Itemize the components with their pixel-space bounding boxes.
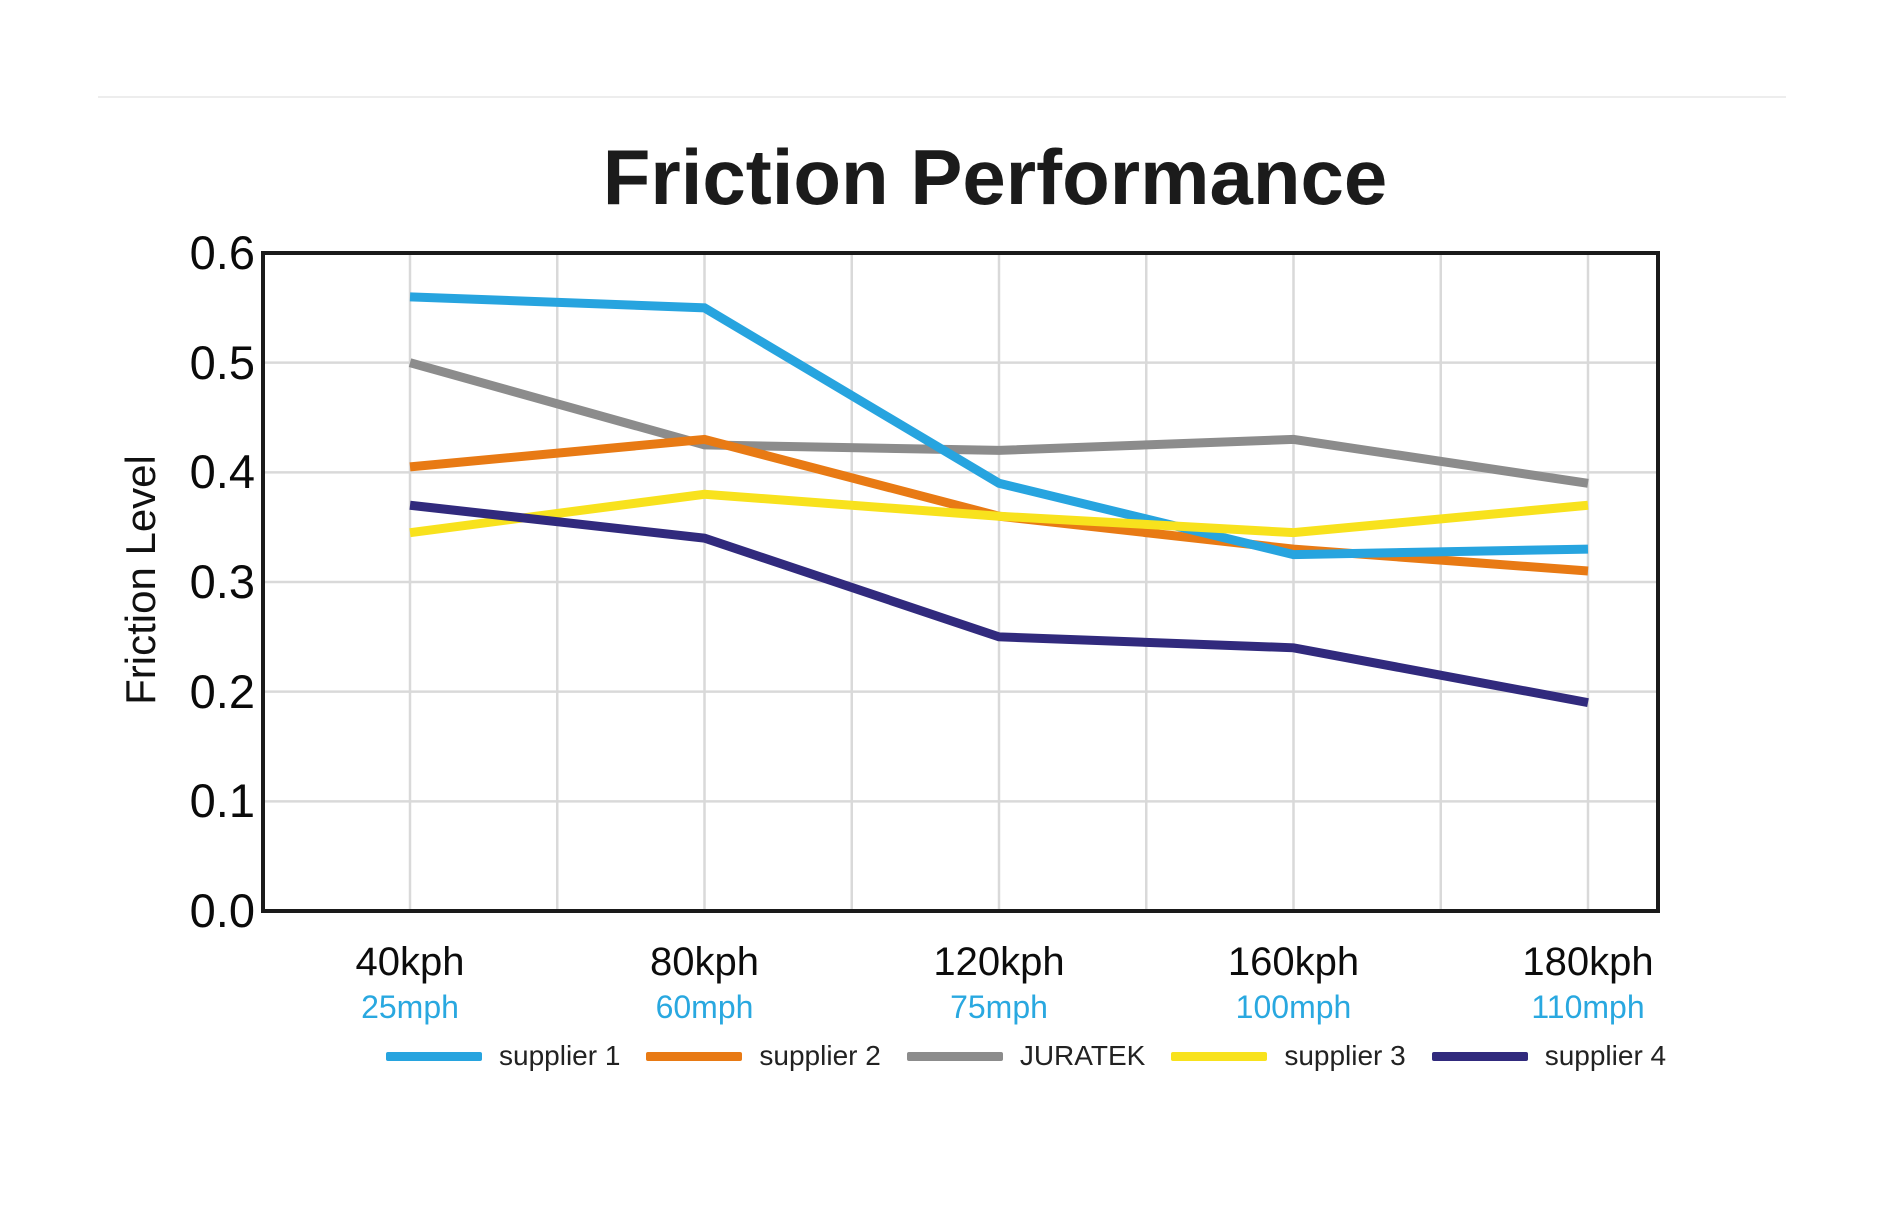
chart-title: Friction Performance	[602, 133, 1388, 221]
y-tick-label: 0.2	[189, 664, 255, 718]
x-axis-label-mph: 110mph	[1531, 989, 1645, 1025]
legend-item-JURATEK: JURATEK	[906, 1040, 1146, 1072]
series-line-supplier-4	[409, 500, 1589, 708]
y-tick-label: 0.5	[189, 335, 255, 389]
legend-swatch	[386, 1051, 482, 1061]
x-axis-label-kph: 80kph	[650, 940, 759, 984]
x-axis-label-kph: 120kph	[933, 940, 1065, 984]
legend-item-supplier-1: supplier 1	[386, 1040, 620, 1072]
series-line-JURATEK	[408, 358, 1589, 488]
x-axis-label: 180kph 110mph	[1468, 942, 1708, 1023]
legend-label: JURATEK	[1019, 1040, 1146, 1071]
x-axis-label: 80kph 60mph	[585, 942, 825, 1023]
legend-label: supplier 4	[1544, 1040, 1667, 1071]
legend-item-supplier-3: supplier 3	[1171, 1040, 1406, 1072]
series-line-supplier-1	[409, 292, 1589, 560]
legend: supplier 1 supplier 2 JURATEK supplier 3 sup…	[386, 1036, 1666, 1076]
x-axis-label: 160kph 100mph	[1174, 942, 1414, 1023]
series-line-supplier-3	[409, 489, 1589, 538]
y-tick-label: 0.6	[189, 226, 255, 279]
x-axis-label-kph: 160kph	[1227, 940, 1360, 984]
x-axis-label-mph: 60mph	[655, 989, 754, 1025]
legend-item-supplier-4: supplier 4	[1431, 1040, 1667, 1072]
legend-swatch	[1171, 1051, 1268, 1061]
y-tick-label: 0.4	[189, 445, 255, 499]
legend-swatch	[646, 1051, 743, 1061]
y-tick-label: 0.0	[189, 884, 255, 937]
legend-label: supplier 2	[759, 1040, 881, 1071]
legend-swatch	[906, 1051, 1003, 1061]
x-axis-label-mph: 25mph	[361, 989, 459, 1025]
x-axis-label: 120kph 75mph	[879, 942, 1119, 1023]
x-axis-label-kph: 180kph	[1522, 940, 1654, 984]
x-axis-label-mph: 100mph	[1235, 989, 1352, 1025]
legend-item-supplier-2: supplier 2	[646, 1040, 881, 1072]
x-axis-label-mph: 75mph	[950, 989, 1048, 1025]
legend-label: supplier 1	[499, 1040, 621, 1071]
y-tick-label: 0.1	[189, 774, 255, 828]
x-axis-label-kph: 40kph	[355, 940, 465, 984]
plot-border	[261, 251, 1660, 913]
y-tick-label: 0.3	[189, 555, 255, 608]
legend-label: supplier 3	[1284, 1040, 1406, 1071]
top-divider-line	[98, 96, 1786, 98]
x-axis-label: 40kph 25mph	[290, 942, 530, 1023]
legend-swatch	[1431, 1051, 1528, 1061]
